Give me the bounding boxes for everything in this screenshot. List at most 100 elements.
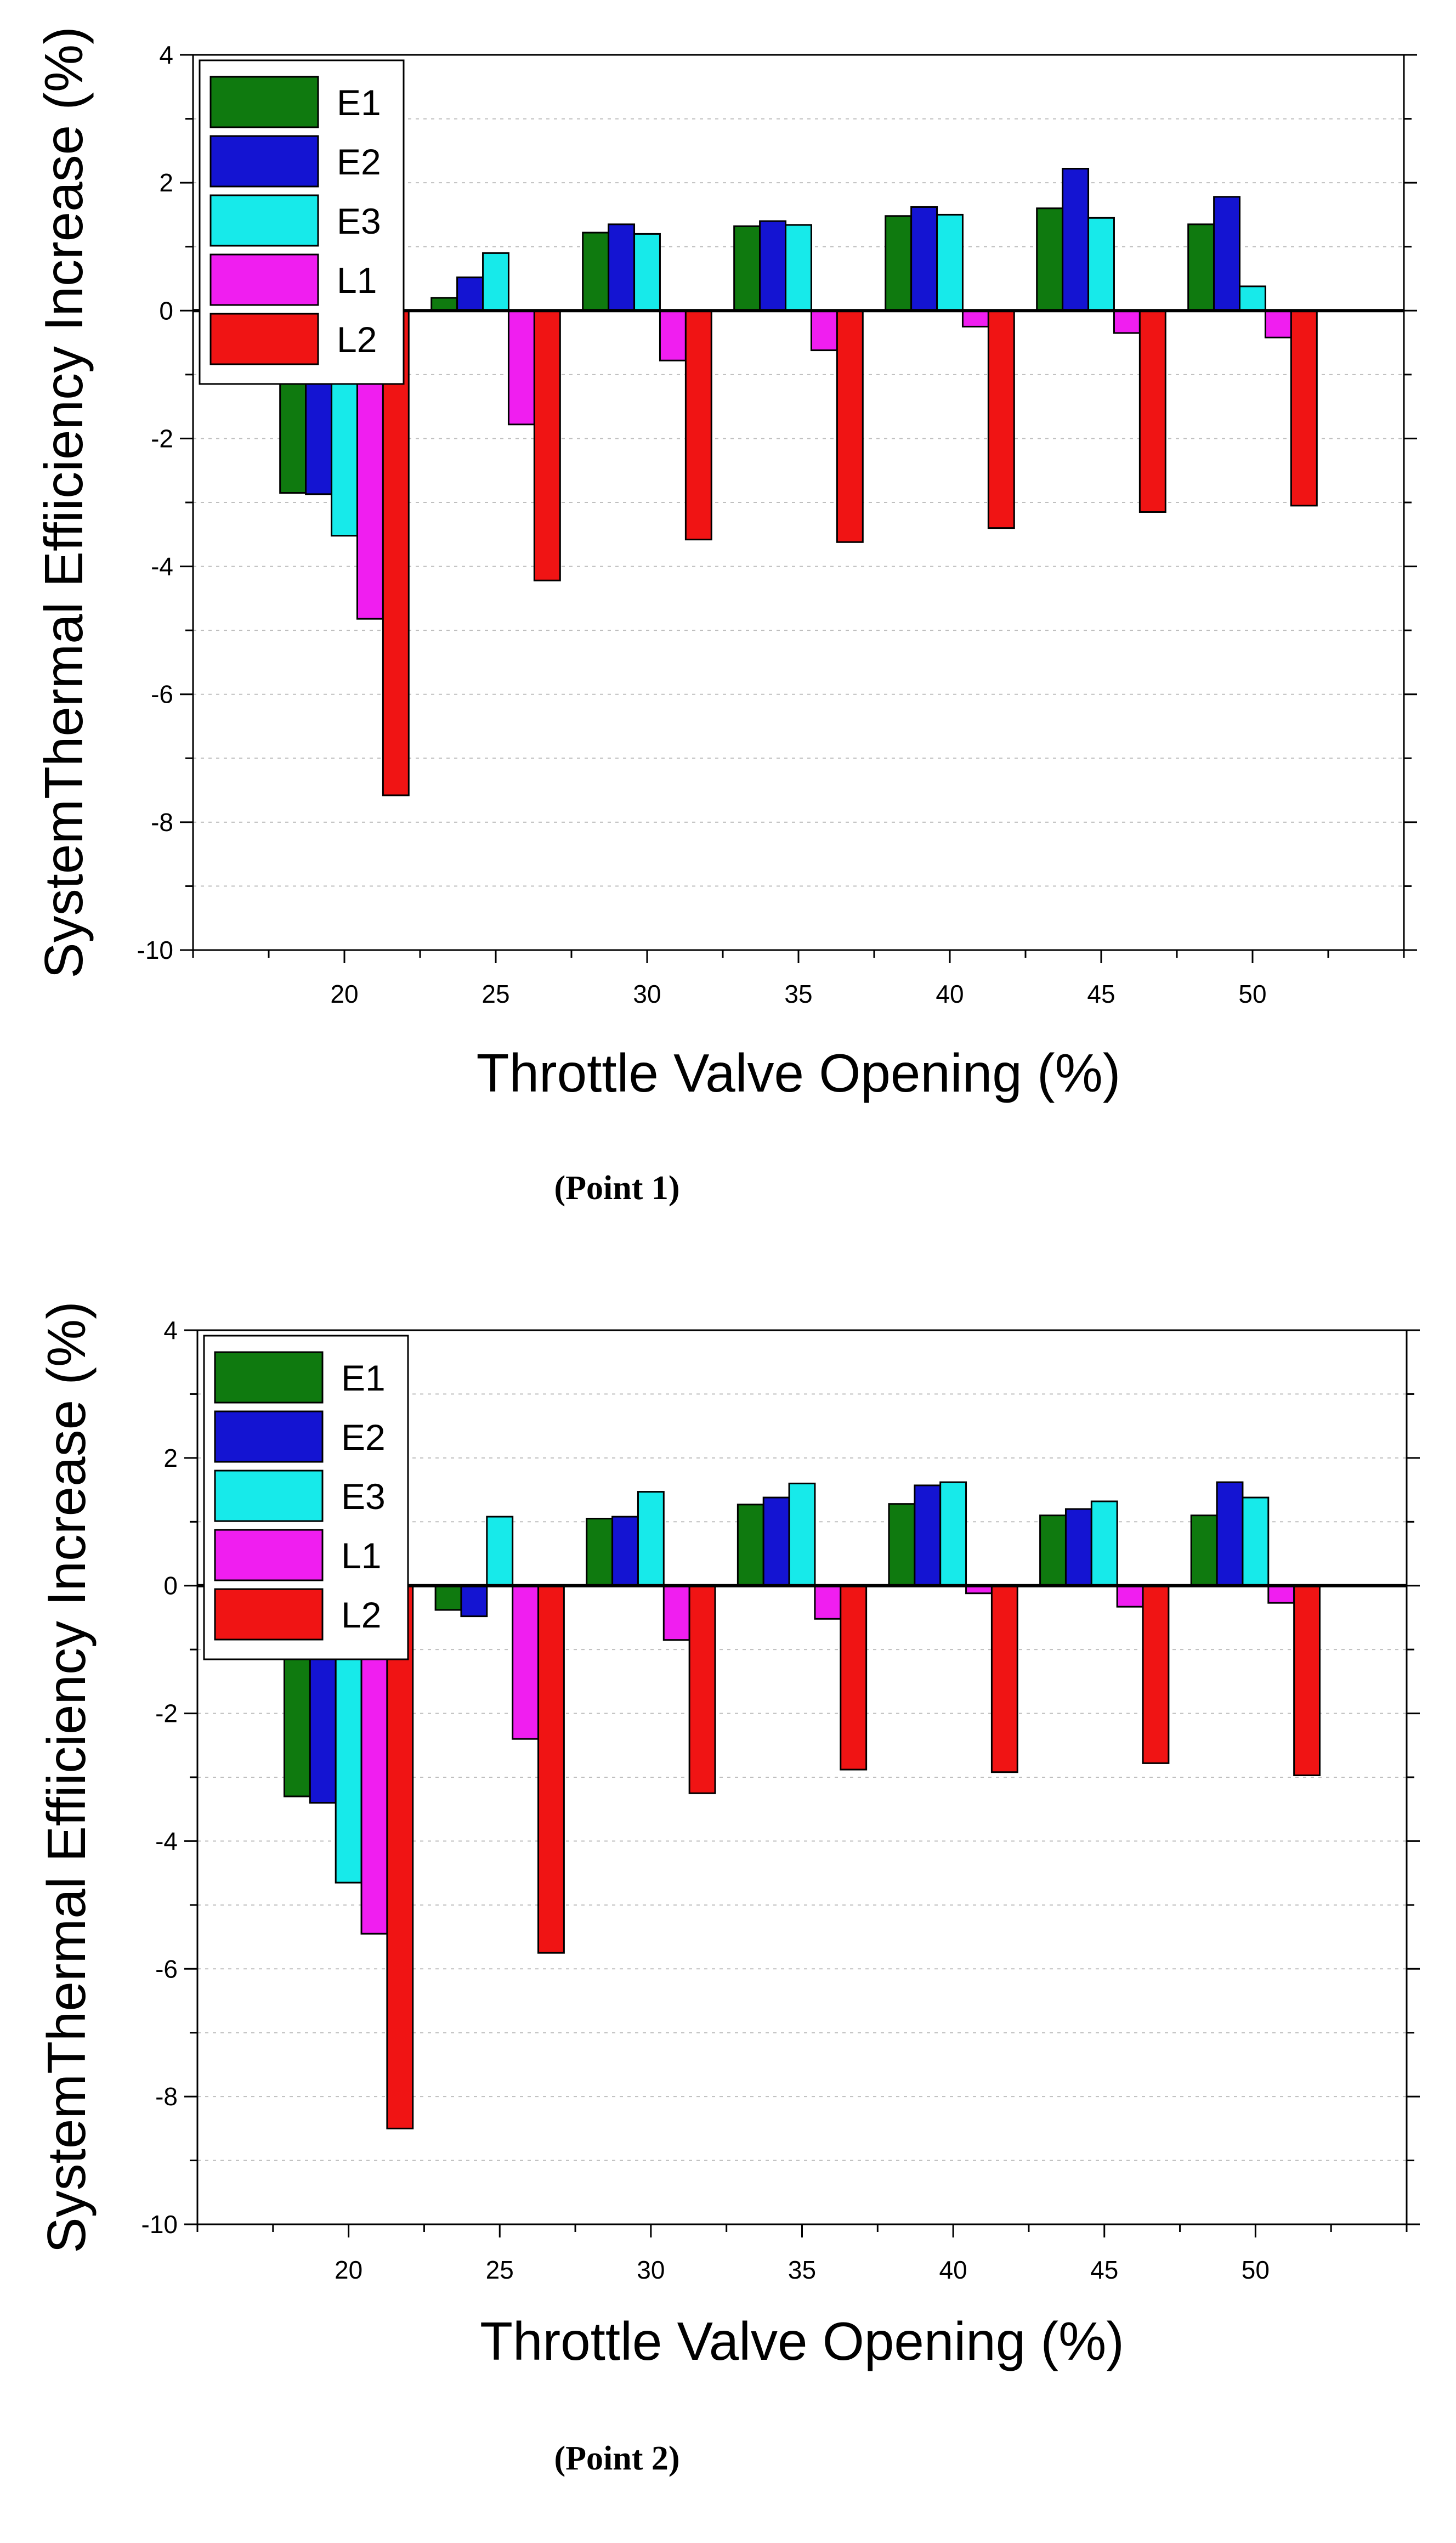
bar-l1-25 <box>512 1585 540 1740</box>
bar-l2-30 <box>684 309 712 541</box>
bar-l1-25 <box>507 309 535 426</box>
bar-e3-25 <box>482 252 509 312</box>
x-tick-label: 40 <box>939 2256 967 2284</box>
bar-e2-25 <box>456 276 484 312</box>
bar-e1-40 <box>888 1503 916 1587</box>
y-tick-label: 2 <box>163 1444 178 1472</box>
legend-label-e3: E3 <box>337 201 381 241</box>
bar-l2-50 <box>1293 1585 1321 1777</box>
bar-l1-45 <box>1116 1585 1144 1608</box>
y-tick-label: -8 <box>155 2082 178 2111</box>
bar-e3-30 <box>633 233 661 312</box>
x-tick-label: 35 <box>784 980 812 1008</box>
legend-swatch-e1 <box>214 1351 324 1404</box>
bar-e3-35 <box>788 1482 816 1587</box>
bar-l1-30 <box>662 1585 690 1641</box>
bar-e1-30 <box>582 231 610 312</box>
bar-e2-25 <box>460 1585 488 1618</box>
bar-e3-45 <box>1087 217 1115 312</box>
bar-e1-30 <box>586 1517 614 1587</box>
y-tick-label: 0 <box>163 1572 178 1600</box>
y-tick-label: -2 <box>151 424 173 453</box>
legend-swatch-e3 <box>214 1470 324 1522</box>
y-tick-label: -2 <box>155 1699 178 1728</box>
legend-label-l2: L2 <box>341 1595 381 1635</box>
bar-e1-25 <box>430 297 458 312</box>
bar-e3-50 <box>1242 1496 1270 1587</box>
bar-l2-45 <box>1138 309 1166 513</box>
x-tick-label: 30 <box>633 980 661 1008</box>
bar-e1-45 <box>1039 1515 1067 1587</box>
bar-e1-40 <box>885 215 913 312</box>
bar-l2-20 <box>386 1585 414 2129</box>
y-tick-label: 0 <box>159 296 173 325</box>
bar-e1-45 <box>1036 207 1064 312</box>
y-axis-title: SystemThermal Effiiciency Increase (%) <box>36 1301 97 2253</box>
y-tick-label: 2 <box>159 168 173 197</box>
x-axis-title: Throttle Valve Opening (%) <box>477 1043 1121 1103</box>
legend-swatch-l2 <box>214 1588 324 1641</box>
bar-e2-30 <box>611 1516 639 1587</box>
x-tick-label: 50 <box>1238 980 1266 1008</box>
bar-l2-40 <box>987 309 1015 529</box>
bar-e2-45 <box>1062 167 1090 312</box>
bar-l1-50 <box>1264 309 1292 338</box>
y-tick-label: -8 <box>151 808 173 837</box>
bar-e3-40 <box>936 213 964 312</box>
bar-e3-40 <box>939 1481 967 1587</box>
legend-label-e1: E1 <box>337 82 381 123</box>
y-tick-label: -4 <box>155 1827 178 1855</box>
bar-e3-30 <box>637 1491 665 1587</box>
bar-l2-50 <box>1290 309 1318 507</box>
y-tick-label: -10 <box>137 936 173 964</box>
bar-l1-35 <box>810 309 838 352</box>
bar-e1-35 <box>737 1504 764 1587</box>
x-tick-label: 30 <box>637 2256 665 2284</box>
bar-e3-35 <box>785 224 812 312</box>
bar-e2-35 <box>759 220 787 312</box>
legend-swatch-l1 <box>209 253 319 306</box>
y-tick-label: 4 <box>159 41 173 69</box>
bar-e3-50 <box>1239 285 1266 312</box>
bar-l2-40 <box>990 1585 1018 1773</box>
legend-label-e2: E2 <box>341 1417 386 1457</box>
bar-l1-50 <box>1267 1585 1295 1604</box>
legend-swatch-e3 <box>209 194 319 247</box>
bar-e3-45 <box>1090 1500 1118 1587</box>
bar-l2-30 <box>688 1585 716 1794</box>
figure-caption: (Point 1) <box>554 1169 679 1207</box>
legend-label-l1: L1 <box>337 260 377 301</box>
bar-e2-50 <box>1213 196 1241 312</box>
bar-e2-40 <box>910 206 938 312</box>
legend: E1 E2 E3 L1 L2 <box>199 59 405 385</box>
bar-l2-25 <box>537 1585 565 1954</box>
bar-e2-30 <box>608 223 636 312</box>
y-tick-label: -4 <box>151 552 173 581</box>
bar-l2-45 <box>1142 1585 1170 1764</box>
x-tick-label: 45 <box>1090 2256 1118 2284</box>
bar-l2-25 <box>533 309 561 581</box>
figure-caption: (Point 2) <box>554 2440 679 2477</box>
legend-label-l2: L2 <box>337 319 377 360</box>
x-tick-label: 50 <box>1242 2256 1270 2284</box>
legend: E1 E2 E3 L1 L2 <box>203 1335 409 1660</box>
bar-l1-40 <box>961 309 989 327</box>
x-tick-label: 40 <box>936 980 964 1008</box>
bar-l2-35 <box>840 1585 868 1771</box>
y-tick-label: -10 <box>141 2210 178 2239</box>
y-tick-label: 4 <box>163 1316 178 1344</box>
bar-e1-50 <box>1190 1515 1218 1587</box>
legend-swatch-l2 <box>209 313 319 365</box>
bar-e2-45 <box>1064 1508 1092 1587</box>
x-tick-label: 20 <box>335 2256 362 2284</box>
x-tick-label: 25 <box>486 2256 514 2284</box>
legend-swatch-e2 <box>209 135 319 188</box>
legend-swatch-l1 <box>214 1529 324 1581</box>
bar-l1-45 <box>1113 309 1141 334</box>
y-tick-label: -6 <box>155 1954 178 1983</box>
y-tick-label: -6 <box>151 680 173 709</box>
legend-swatch-e1 <box>209 76 319 128</box>
bar-e2-35 <box>762 1496 790 1587</box>
